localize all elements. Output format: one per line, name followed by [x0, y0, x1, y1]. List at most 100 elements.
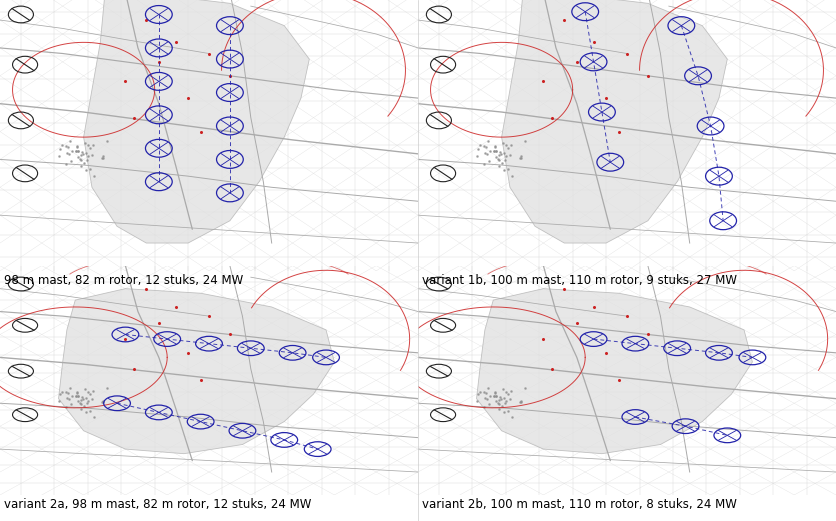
Point: [87, 387, 100, 395]
Point: [497, 394, 511, 402]
Point: [74, 396, 88, 404]
Point: [492, 396, 506, 404]
Point: [488, 388, 502, 396]
Point: [488, 389, 502, 397]
Point: [70, 142, 84, 150]
Point: [495, 150, 508, 158]
Point: [64, 157, 78, 165]
Point: [505, 387, 518, 395]
Point: [96, 396, 110, 405]
Point: [498, 155, 512, 164]
Point: [499, 396, 512, 405]
Point: [71, 392, 84, 401]
Point: [489, 153, 502, 161]
Point: [83, 389, 96, 398]
Point: [481, 395, 494, 403]
Point: [489, 392, 502, 401]
Point: [77, 395, 90, 403]
Point: [78, 402, 91, 411]
Point: [75, 148, 89, 157]
Point: [515, 398, 528, 406]
Point: [478, 149, 492, 157]
Point: [71, 153, 84, 161]
Point: [487, 392, 501, 400]
Point: [70, 389, 84, 397]
Polygon shape: [502, 0, 727, 243]
Point: [473, 388, 487, 396]
Point: [75, 393, 89, 402]
Point: [81, 396, 94, 405]
Point: [87, 141, 100, 149]
Point: [518, 384, 532, 392]
Point: [64, 400, 78, 408]
Text: variant 1b, 100 m mast, 110 m rotor, 9 stuks, 27 MW: variant 1b, 100 m mast, 110 m rotor, 9 s…: [422, 274, 737, 287]
Text: variant 2b, 100 m mast, 110 m rotor, 8 stuks, 24 MW: variant 2b, 100 m mast, 110 m rotor, 8 s…: [422, 498, 737, 511]
Point: [489, 147, 502, 155]
Point: [497, 408, 511, 416]
Point: [79, 408, 93, 416]
Polygon shape: [477, 289, 752, 454]
Point: [62, 143, 75, 151]
Point: [71, 147, 84, 155]
Point: [85, 151, 99, 159]
Point: [70, 388, 84, 396]
Point: [503, 395, 517, 404]
Point: [518, 137, 532, 145]
Point: [55, 388, 69, 396]
Point: [497, 139, 510, 147]
Point: [69, 146, 83, 155]
Point: [471, 396, 484, 405]
Point: [69, 392, 83, 400]
Point: [63, 395, 76, 403]
Point: [497, 385, 510, 393]
Point: [84, 406, 97, 415]
Point: [480, 143, 493, 151]
Point: [505, 171, 518, 180]
Point: [498, 399, 512, 407]
Point: [87, 171, 100, 180]
Point: [80, 155, 94, 164]
Point: [473, 141, 487, 150]
Point: [82, 141, 95, 150]
Point: [71, 392, 84, 401]
Point: [64, 137, 77, 145]
Point: [493, 393, 507, 402]
Point: [53, 152, 66, 160]
Polygon shape: [59, 289, 334, 454]
Point: [80, 399, 94, 407]
Point: [503, 151, 517, 159]
Point: [82, 388, 95, 396]
Point: [487, 392, 501, 400]
Point: [492, 405, 505, 413]
Point: [87, 413, 100, 421]
Point: [96, 152, 110, 160]
Point: [499, 152, 512, 160]
Point: [79, 385, 92, 393]
Point: [53, 396, 66, 405]
Point: [497, 166, 511, 175]
Point: [482, 157, 496, 165]
Point: [513, 154, 527, 162]
Point: [79, 139, 92, 147]
Point: [85, 395, 99, 404]
Point: [74, 399, 87, 407]
Point: [74, 155, 87, 164]
Text: variant 2a, 98 m mast, 82 m rotor, 12 stuks, 24 MW: variant 2a, 98 m mast, 82 m rotor, 12 st…: [4, 498, 312, 511]
Point: [488, 143, 502, 151]
Point: [78, 159, 91, 167]
Point: [515, 154, 528, 162]
Point: [502, 406, 515, 415]
Point: [501, 389, 514, 398]
Point: [74, 156, 87, 164]
Point: [501, 143, 514, 152]
Point: [492, 400, 505, 408]
Point: [65, 147, 79, 155]
Point: [100, 384, 114, 392]
Point: [488, 142, 502, 150]
Point: [477, 142, 491, 150]
Point: [74, 162, 87, 170]
Point: [81, 152, 94, 160]
Point: [55, 141, 69, 150]
Point: [497, 149, 511, 157]
Point: [500, 388, 513, 396]
